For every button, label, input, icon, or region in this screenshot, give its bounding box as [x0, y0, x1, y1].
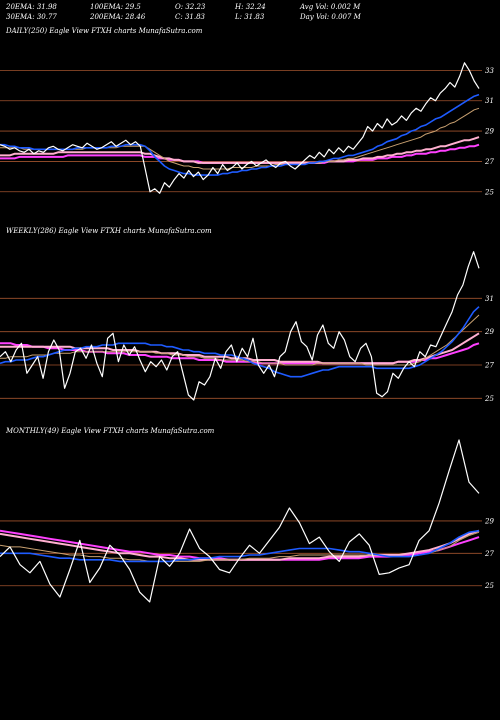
weekly-y-tick-label: 31 — [485, 295, 494, 303]
weekly-chart-panel: 31 29 27 25 — [0, 251, 494, 403]
header-avg-volume: Avg Vol: 0.002 M — [300, 3, 361, 11]
monthly-y-tick-label: 25 — [484, 582, 494, 590]
header-day-volume: Day Vol: 0.007 M — [300, 13, 361, 21]
daily-y-tick-label: 31 — [485, 97, 494, 105]
daily-20ema-line — [0, 93, 480, 176]
weekly-y-tick-label: 29 — [484, 328, 494, 336]
monthly-price-line — [0, 439, 480, 603]
weekly-30ema-line — [0, 314, 480, 366]
daily-chart-panel: 33 31 29 27 25 — [0, 62, 494, 196]
weekly-panel-title: WEEKLY(286) Eagle View FTXH charts Munaf… — [6, 227, 212, 235]
daily-100ema-line — [0, 136, 480, 164]
weekly-100ema-line — [0, 332, 480, 365]
header-open: O: 32.23 — [175, 3, 206, 11]
daily-30ema-line — [0, 107, 480, 170]
daily-y-tick-label: 25 — [484, 188, 494, 196]
header-ema20: 20EMA: 31.98 — [6, 3, 57, 11]
monthly-chart-panel: 29 27 25 — [0, 439, 494, 603]
header-ema200: 200EMA: 28.46 — [90, 13, 146, 21]
monthly-y-tick-label: 27 — [484, 550, 494, 558]
daily-y-tick-label: 33 — [485, 67, 494, 75]
weekly-y-tick-label: 27 — [484, 362, 494, 370]
monthly-y-tick-label: 29 — [484, 517, 494, 525]
daily-200ema-line — [0, 143, 480, 164]
header-ema100: 100EMA: 29.5 — [90, 3, 141, 11]
monthly-20ema-line — [0, 529, 480, 563]
daily-panel-title: DAILY(250) Eagle View FTXH charts Munafa… — [6, 27, 203, 35]
weekly-price-line — [0, 251, 480, 401]
weekly-y-tick-label: 25 — [484, 395, 494, 403]
monthly-panel-title: MONTHLY(49) Eagle View FTXH charts Munaf… — [6, 427, 215, 435]
daily-y-tick-label: 29 — [484, 128, 494, 136]
daily-price-line — [0, 62, 480, 194]
header-close: C: 31.83 — [175, 13, 205, 21]
header-high: H: 32.24 — [235, 3, 266, 11]
daily-y-tick-label: 27 — [484, 158, 494, 166]
header-low: L: 31.83 — [235, 13, 265, 21]
header-ema30: 30EMA: 30.77 — [6, 13, 57, 21]
